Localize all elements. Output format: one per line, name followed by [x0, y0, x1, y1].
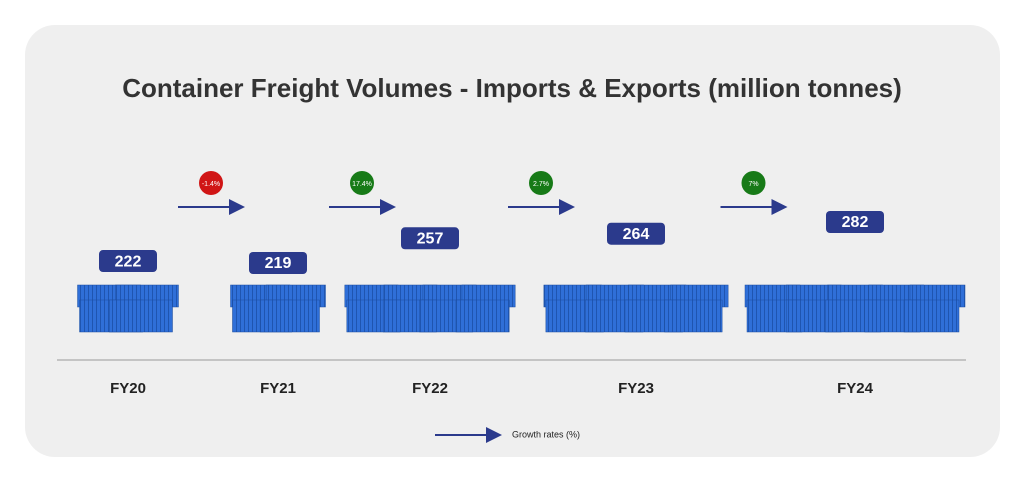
container	[903, 299, 960, 333]
value-label: 257	[417, 230, 444, 247]
growth-marker	[350, 171, 374, 195]
panel	[25, 25, 1000, 457]
x-tick-label: FY23	[618, 380, 654, 397]
container	[259, 299, 320, 333]
container	[455, 299, 510, 333]
value-badge	[401, 227, 459, 250]
x-tick-label: FY24	[837, 380, 874, 397]
x-tick-label: FY21	[260, 380, 296, 397]
container-stack	[744, 284, 966, 333]
value-badge	[607, 222, 665, 245]
x-tick-label: FY20	[110, 380, 146, 397]
growth-label: 7%	[748, 181, 758, 188]
value-badge	[249, 252, 307, 274]
container	[109, 299, 173, 333]
container-stack	[543, 284, 729, 333]
legend-label: Growth rates (%)	[512, 429, 580, 439]
growth-marker	[741, 171, 766, 195]
value-label: 264	[623, 226, 650, 243]
container-stack	[77, 284, 179, 333]
value-label: 222	[115, 253, 142, 270]
growth-label: 17.4%	[352, 181, 372, 188]
value-badge	[826, 211, 884, 233]
container-stack	[230, 284, 326, 333]
container-stack	[344, 284, 516, 333]
x-tick-label: FY22	[412, 380, 448, 397]
growth-marker	[529, 171, 553, 195]
value-label: 219	[265, 255, 292, 272]
value-badge	[99, 250, 157, 273]
chart-title: Container Freight Volumes - Imports & Ex…	[122, 73, 902, 103]
container	[664, 299, 723, 333]
value-label: 282	[842, 214, 869, 231]
growth-label: -1.4%	[202, 181, 220, 188]
growth-label: 2.7%	[533, 181, 549, 188]
growth-marker	[199, 171, 223, 195]
